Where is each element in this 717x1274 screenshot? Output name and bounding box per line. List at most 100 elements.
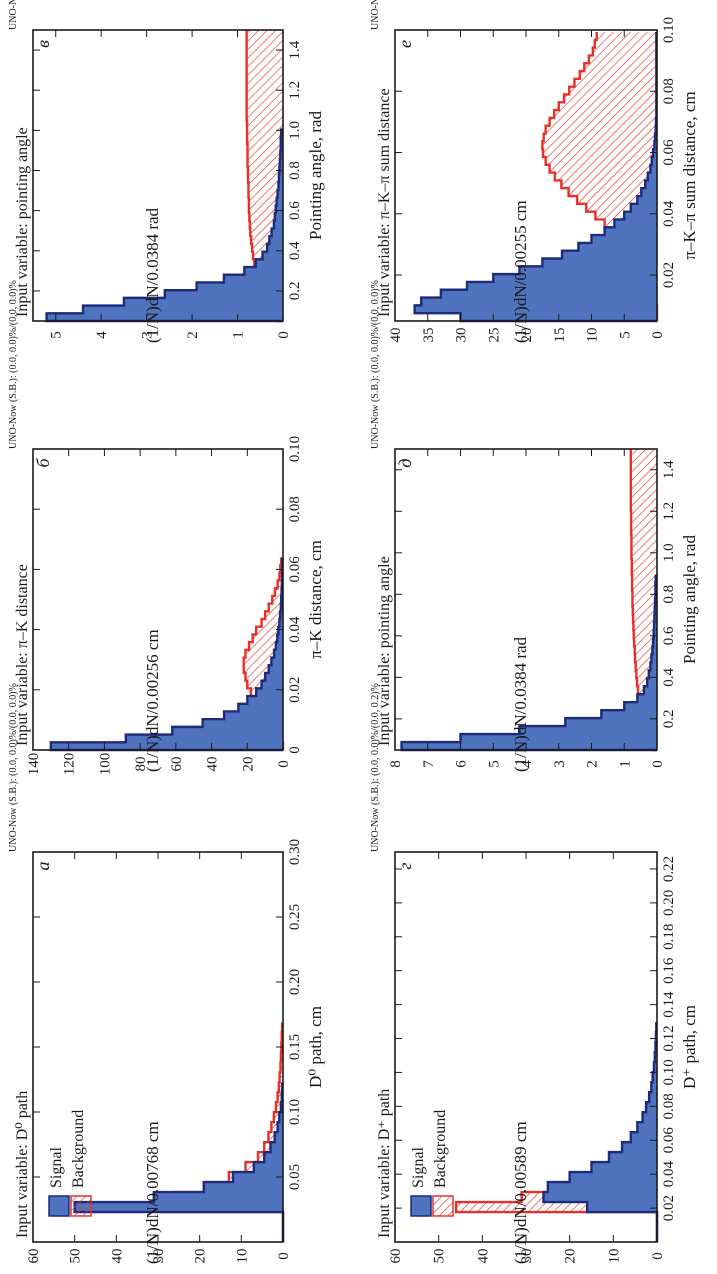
y-tick-label-a: 20 — [193, 1249, 209, 1264]
panel-letter-c: в — [33, 40, 53, 48]
panel-b: 00.020.040.060.080.10020406080100120140π… — [8, 280, 325, 775]
panel-letter-e: д — [395, 458, 415, 467]
y-axis-label-e: (1/N)dN/0.0384 rad — [511, 636, 530, 772]
y-tick-label-e: 8 — [388, 760, 404, 768]
y-tick-label-a: 10 — [234, 1249, 250, 1264]
x-tick-label-a: 0.10 — [287, 1099, 303, 1125]
y-tick-label-f: 40 — [388, 328, 404, 343]
signal-histogram-f — [414, 31, 657, 321]
legend-background-label-d: Background — [432, 1110, 449, 1188]
y-tick-label-b: 0 — [276, 760, 292, 768]
corner-note-c: UNO-Now (S.B.): (0.0, 0.0)%/(0.0, 0.0)% — [8, 0, 19, 30]
x-tick-label-d: 0.22 — [661, 856, 677, 882]
x-tick-label-e: 0.6 — [661, 626, 677, 645]
y-tick-label-c: 1 — [231, 331, 247, 339]
y-tick-label-d: 30 — [519, 1249, 535, 1264]
legend-background-swatch-a — [70, 1195, 92, 1217]
y-tick-label-e: 6 — [454, 760, 470, 768]
signal-histogram-b — [50, 557, 283, 750]
panel-letter-f: e — [395, 40, 415, 48]
panel-d: 0.020.040.060.080.100.120.140.160.180.20… — [370, 683, 699, 1264]
y-tick-label-e: 1 — [617, 760, 633, 768]
legend-signal-label-a: Signal — [48, 1147, 65, 1188]
y-tick-label-e: 7 — [421, 760, 437, 768]
y-tick-label-a: 50 — [68, 1249, 84, 1264]
x-tick-label-d: 0.14 — [661, 991, 677, 1018]
legend-background-swatch-d — [432, 1195, 454, 1217]
y-tick-label-c: 3 — [140, 331, 156, 339]
x-tick-label-d: 0.20 — [661, 890, 677, 916]
y-axis-label-c: (1/N)dN/0.0384 rad — [143, 207, 162, 343]
signal-outline-e — [400, 574, 657, 752]
y-tick-label-e: 5 — [486, 760, 502, 768]
y-tick-label-e: 3 — [552, 760, 568, 768]
y-tick-label-d: 20 — [563, 1249, 579, 1264]
y-axis-label-d: (1/N)dN/0.00589 cm — [511, 1121, 530, 1264]
y-tick-label-b: 60 — [169, 757, 185, 772]
y-tick-label-f: 25 — [486, 328, 502, 343]
y-axis-label-f: (1/N)dN/0.00255 cm — [511, 200, 530, 343]
x-tick-label-c: 1.4 — [287, 40, 303, 59]
y-tick-label-a: 40 — [109, 1249, 125, 1264]
y-tick-label-c: 5 — [49, 331, 65, 339]
x-tick-label-f: 0.10 — [661, 17, 677, 43]
panel-a: 0.05 0.10 0.15 0.20 0.25 0.30 0 10 20 30 40 50 60 D⁰ … — [8, 683, 325, 1264]
x-tick-label-f: 0.02 — [661, 262, 677, 288]
y-tick-label-b: 20 — [240, 757, 256, 772]
plot-frame-b — [32, 448, 284, 751]
signal-outline-d — [542, 1022, 659, 1242]
signal-histogram-e — [401, 574, 657, 750]
y-tick-label-d: 50 — [432, 1249, 448, 1264]
corner-note-d: UNO-Now (S.B.): (0.0, 0.0)%/(0.0, 0.2)% — [370, 683, 381, 852]
y-tick-label-e: 0 — [650, 760, 666, 768]
y-tick-label-b: 140 — [26, 753, 42, 776]
y-tick-label-b: 80 — [133, 757, 149, 772]
x-axis-label-e: Pointing angle, rad — [680, 535, 699, 664]
x-tick-label-d: 0.18 — [661, 924, 677, 950]
signal-outline-c — [45, 128, 283, 323]
y-tick-label-a: 0 — [276, 1252, 292, 1260]
y-tick-label-d: 60 — [388, 1249, 404, 1264]
x-tick-label-e: 1.0 — [661, 543, 677, 562]
panel-f: 0.02 0.04 0.06 0.08 0.10 0 5 10 15 20 25 30 35 40 π–K–… — [370, 0, 699, 343]
panel-c: 0.2 0.4 0.6 0.8 1.0 1.2 1.4 0 1 2 3 4 5 Pointing angl… — [8, 0, 325, 343]
x-tick-label-a: 0.20 — [287, 969, 303, 995]
signal-histogram-c — [46, 128, 283, 321]
y-tick-label-f: 15 — [552, 328, 568, 343]
y-tick-label-f: 35 — [421, 328, 437, 343]
y-tick-label-d: 40 — [475, 1249, 491, 1264]
panel-e: 0.2 0.4 0.6 0.8 1.0 1.2 1.4 0 1 2 3 4 5 6 7 8 Pointing a… — [370, 280, 699, 772]
signal-histogram-d — [543, 1022, 657, 1242]
x-tick-label-d: 0.02 — [661, 1195, 677, 1221]
corner-note-a: UNO-Now (S.B.): (0.0, 0.0)%/(0.0, 0.0)% — [8, 683, 19, 852]
x-axis-label-c: Pointing angle, rad — [306, 111, 325, 240]
signal-outline-b — [49, 557, 284, 752]
x-tick-label-b: 0.08 — [287, 496, 303, 522]
panel-letter-b: б — [33, 458, 53, 468]
plot-frame-c — [32, 29, 284, 322]
y-tick-label-c: 4 — [94, 331, 110, 339]
x-tick-label-c: 1.0 — [287, 121, 303, 140]
y-tick-label-e: 4 — [519, 760, 535, 768]
corner-note-e: UNO-Now (S.B.): (0.0, 0.0)%/(0.0, 0.0)% — [370, 280, 381, 449]
panel-letter-d: г — [395, 862, 415, 869]
y-tick-label-a: 30 — [151, 1249, 167, 1264]
y-tick-label-a: 60 — [26, 1249, 42, 1264]
x-axis-label-a: D⁰ path, cm — [306, 1006, 325, 1088]
x-tick-label-a: 0.15 — [287, 1034, 303, 1060]
x-tick-label-e: 1.2 — [661, 502, 677, 521]
x-tick-label-b: 0.04 — [287, 616, 303, 643]
y-tick-label-f: 10 — [585, 328, 601, 343]
y-tick-label-e: 2 — [585, 760, 601, 768]
panel-title-a: Input variable: D⁰ path — [14, 1091, 31, 1238]
x-tick-label-c: 0.4 — [287, 241, 303, 260]
y-tick-label-b: 40 — [205, 757, 221, 772]
x-tick-label-d: 0.08 — [661, 1093, 677, 1119]
x-tick-label-f: 0.04 — [661, 200, 677, 227]
x-tick-label-c: 1.2 — [287, 81, 303, 100]
y-axis-label-a: (1/N)dN/0.00768 cm — [143, 1121, 162, 1264]
panel-title-d: Input variable: D⁺ path — [376, 1089, 393, 1238]
x-tick-label-b: 0.10 — [287, 436, 303, 462]
